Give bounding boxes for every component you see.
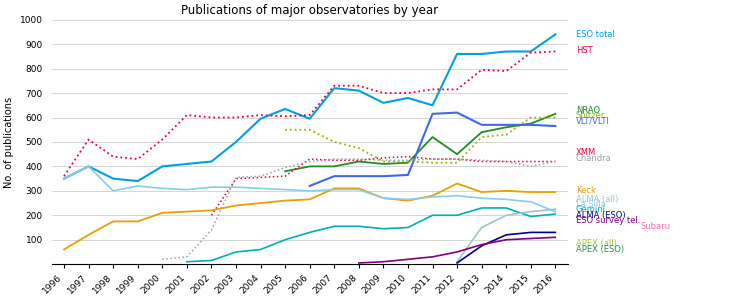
Text: Spitzer: Spitzer [575, 111, 605, 120]
Text: Gemini: Gemini [575, 205, 605, 214]
Y-axis label: No. of publications: No. of publications [4, 96, 14, 188]
Text: ESO survey tel.: ESO survey tel. [575, 216, 640, 225]
Text: HST: HST [575, 46, 592, 55]
Text: NRAO: NRAO [575, 106, 600, 115]
Title: Publications of major observatories by year: Publications of major observatories by y… [181, 4, 438, 17]
Text: Subaru: Subaru [640, 221, 670, 230]
Text: La Silla: La Silla [575, 200, 605, 209]
Text: Keck: Keck [575, 186, 595, 195]
Text: APEX (ESO): APEX (ESO) [575, 245, 624, 254]
Text: APEX (all): APEX (all) [575, 239, 616, 248]
Text: VLT/VLTI: VLT/VLTI [575, 117, 610, 126]
Text: ALMA (all): ALMA (all) [575, 195, 618, 204]
Text: ALMA (ESO): ALMA (ESO) [575, 211, 625, 220]
Text: XMM: XMM [575, 148, 596, 158]
Text: Chandra: Chandra [575, 154, 611, 163]
Text: ESO total: ESO total [575, 30, 614, 39]
